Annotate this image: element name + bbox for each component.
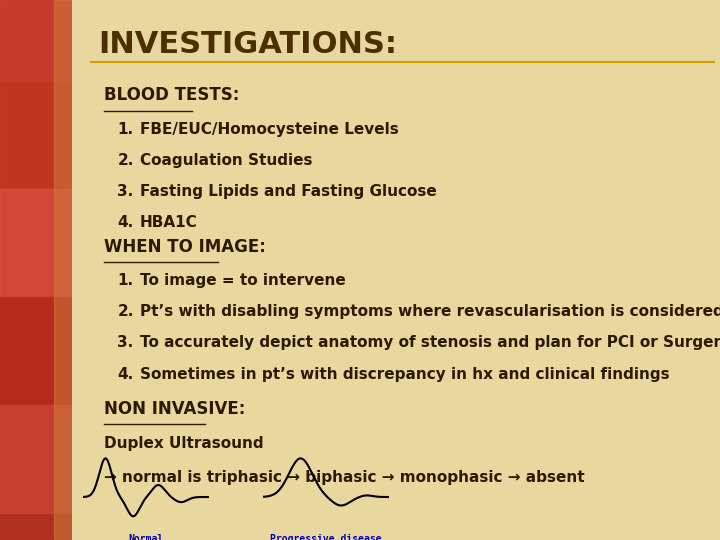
- Text: WHEN TO IMAGE:: WHEN TO IMAGE:: [104, 238, 266, 255]
- Text: 2.: 2.: [117, 153, 134, 168]
- Text: Fasting Lipids and Fasting Glucose: Fasting Lipids and Fasting Glucose: [140, 184, 437, 199]
- Text: Sometimes in pt’s with discrepancy in hx and clinical findings: Sometimes in pt’s with discrepancy in hx…: [140, 367, 670, 382]
- Text: 3.: 3.: [117, 184, 134, 199]
- Bar: [0, 189, 72, 297]
- Text: 4.: 4.: [117, 367, 134, 382]
- Text: 3.: 3.: [117, 335, 134, 350]
- Text: Duplex Ultrasound: Duplex Ultrasound: [104, 436, 264, 451]
- Bar: [0, 297, 72, 405]
- Text: 1.: 1.: [117, 273, 133, 288]
- Text: FBE/EUC/Homocysteine Levels: FBE/EUC/Homocysteine Levels: [140, 122, 399, 137]
- Text: To image = to intervene: To image = to intervene: [140, 273, 346, 288]
- Text: 2.: 2.: [117, 304, 134, 319]
- Text: INVESTIGATIONS:: INVESTIGATIONS:: [98, 30, 397, 59]
- Bar: [0, 0, 72, 81]
- Bar: [54, 0, 72, 540]
- Text: Pt’s with disabling symptoms where revascularisation is considered: Pt’s with disabling symptoms where revas…: [140, 304, 720, 319]
- Bar: [0, 405, 72, 513]
- Text: → normal is triphasic → biphasic → monophasic → absent: → normal is triphasic → biphasic → monop…: [104, 470, 585, 485]
- Text: Progressive disease: Progressive disease: [270, 534, 382, 540]
- Text: BLOOD TESTS:: BLOOD TESTS:: [104, 86, 240, 104]
- Text: To accurately depict anatomy of stenosis and plan for PCI or Surgery: To accurately depict anatomy of stenosis…: [140, 335, 720, 350]
- Bar: [0, 81, 72, 189]
- Text: NON INVASIVE:: NON INVASIVE:: [104, 400, 246, 417]
- Text: Coagulation Studies: Coagulation Studies: [140, 153, 312, 168]
- Text: 1.: 1.: [117, 122, 133, 137]
- Text: Normal: Normal: [128, 534, 163, 540]
- Text: HBA1C: HBA1C: [140, 215, 198, 231]
- Text: 4.: 4.: [117, 215, 134, 231]
